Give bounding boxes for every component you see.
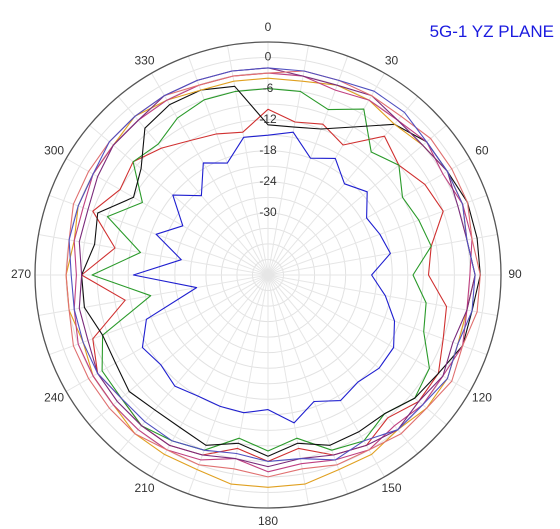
grid-spoke (267, 45, 309, 276)
radial-tick-label: -24 (259, 174, 277, 188)
series-line-4 (81, 85, 481, 457)
grid-spoke (38, 274, 269, 316)
grid-spoke (267, 194, 488, 276)
grid-spoke (187, 274, 269, 495)
series-line-9 (68, 67, 476, 462)
angle-tick-label: 210 (134, 481, 154, 495)
grid-spoke (267, 55, 349, 276)
grid-spoke (267, 274, 385, 478)
grid-spoke (267, 274, 498, 316)
radial-tick-label: -18 (259, 143, 277, 157)
label-group: 0 30 60 90 120 150 180 210 240 270 300 330 0 -6 -12 -18… (11, 20, 522, 528)
grid-spoke (267, 274, 471, 392)
angle-tick-label: 0 (265, 20, 272, 34)
series-line-1 (132, 131, 396, 424)
outer-ring (34, 41, 502, 509)
radial-tick-label: -30 (259, 205, 277, 219)
chart-title: 5G-1 YZ PLANE (429, 22, 554, 41)
grid-spoke (89, 124, 269, 276)
angle-tick-label: 300 (44, 144, 64, 158)
radial-tick-label: -6 (263, 81, 274, 95)
grid-spoke (267, 274, 447, 426)
series-line-3 (91, 88, 432, 452)
angle-tick-label: 330 (134, 53, 154, 67)
radial-tick-label: -12 (259, 112, 277, 126)
angle-tick-label: 120 (472, 391, 492, 405)
grid-spoke (267, 72, 385, 276)
angle-tick-label: 60 (475, 144, 489, 158)
grid-spoke (267, 158, 471, 276)
grid-spoke (65, 274, 269, 392)
grid-spoke (267, 96, 419, 276)
angle-tick-label: 30 (385, 53, 399, 67)
grid-spoke (117, 274, 269, 454)
grid-spoke (65, 158, 269, 276)
grid-spoke (227, 274, 269, 505)
series-group (65, 67, 481, 488)
grid-spoke (267, 124, 447, 276)
radial-tick-label: 0 (265, 50, 272, 64)
grid-spoke (48, 194, 269, 276)
grid-spoke (151, 72, 269, 276)
grid-spoke (151, 274, 269, 478)
grid-spoke (38, 234, 269, 276)
angle-tick-label: 90 (508, 267, 522, 281)
angle-tick-label: 270 (11, 267, 31, 281)
grid-spoke (117, 96, 269, 276)
grid-spoke (267, 274, 488, 356)
grid-spoke (227, 45, 269, 276)
angle-tick-label: 180 (258, 514, 278, 528)
grid-spoke (267, 234, 498, 276)
angle-tick-label: 240 (44, 391, 64, 405)
grid-spoke (267, 274, 309, 505)
grid-spoke (267, 274, 419, 454)
angle-tick-label: 150 (381, 481, 401, 495)
grid-spoke (48, 274, 269, 356)
grid-spoke (187, 55, 269, 276)
grid-spoke (267, 274, 349, 495)
series-line-8 (65, 70, 481, 478)
grid-spoke (89, 274, 269, 426)
